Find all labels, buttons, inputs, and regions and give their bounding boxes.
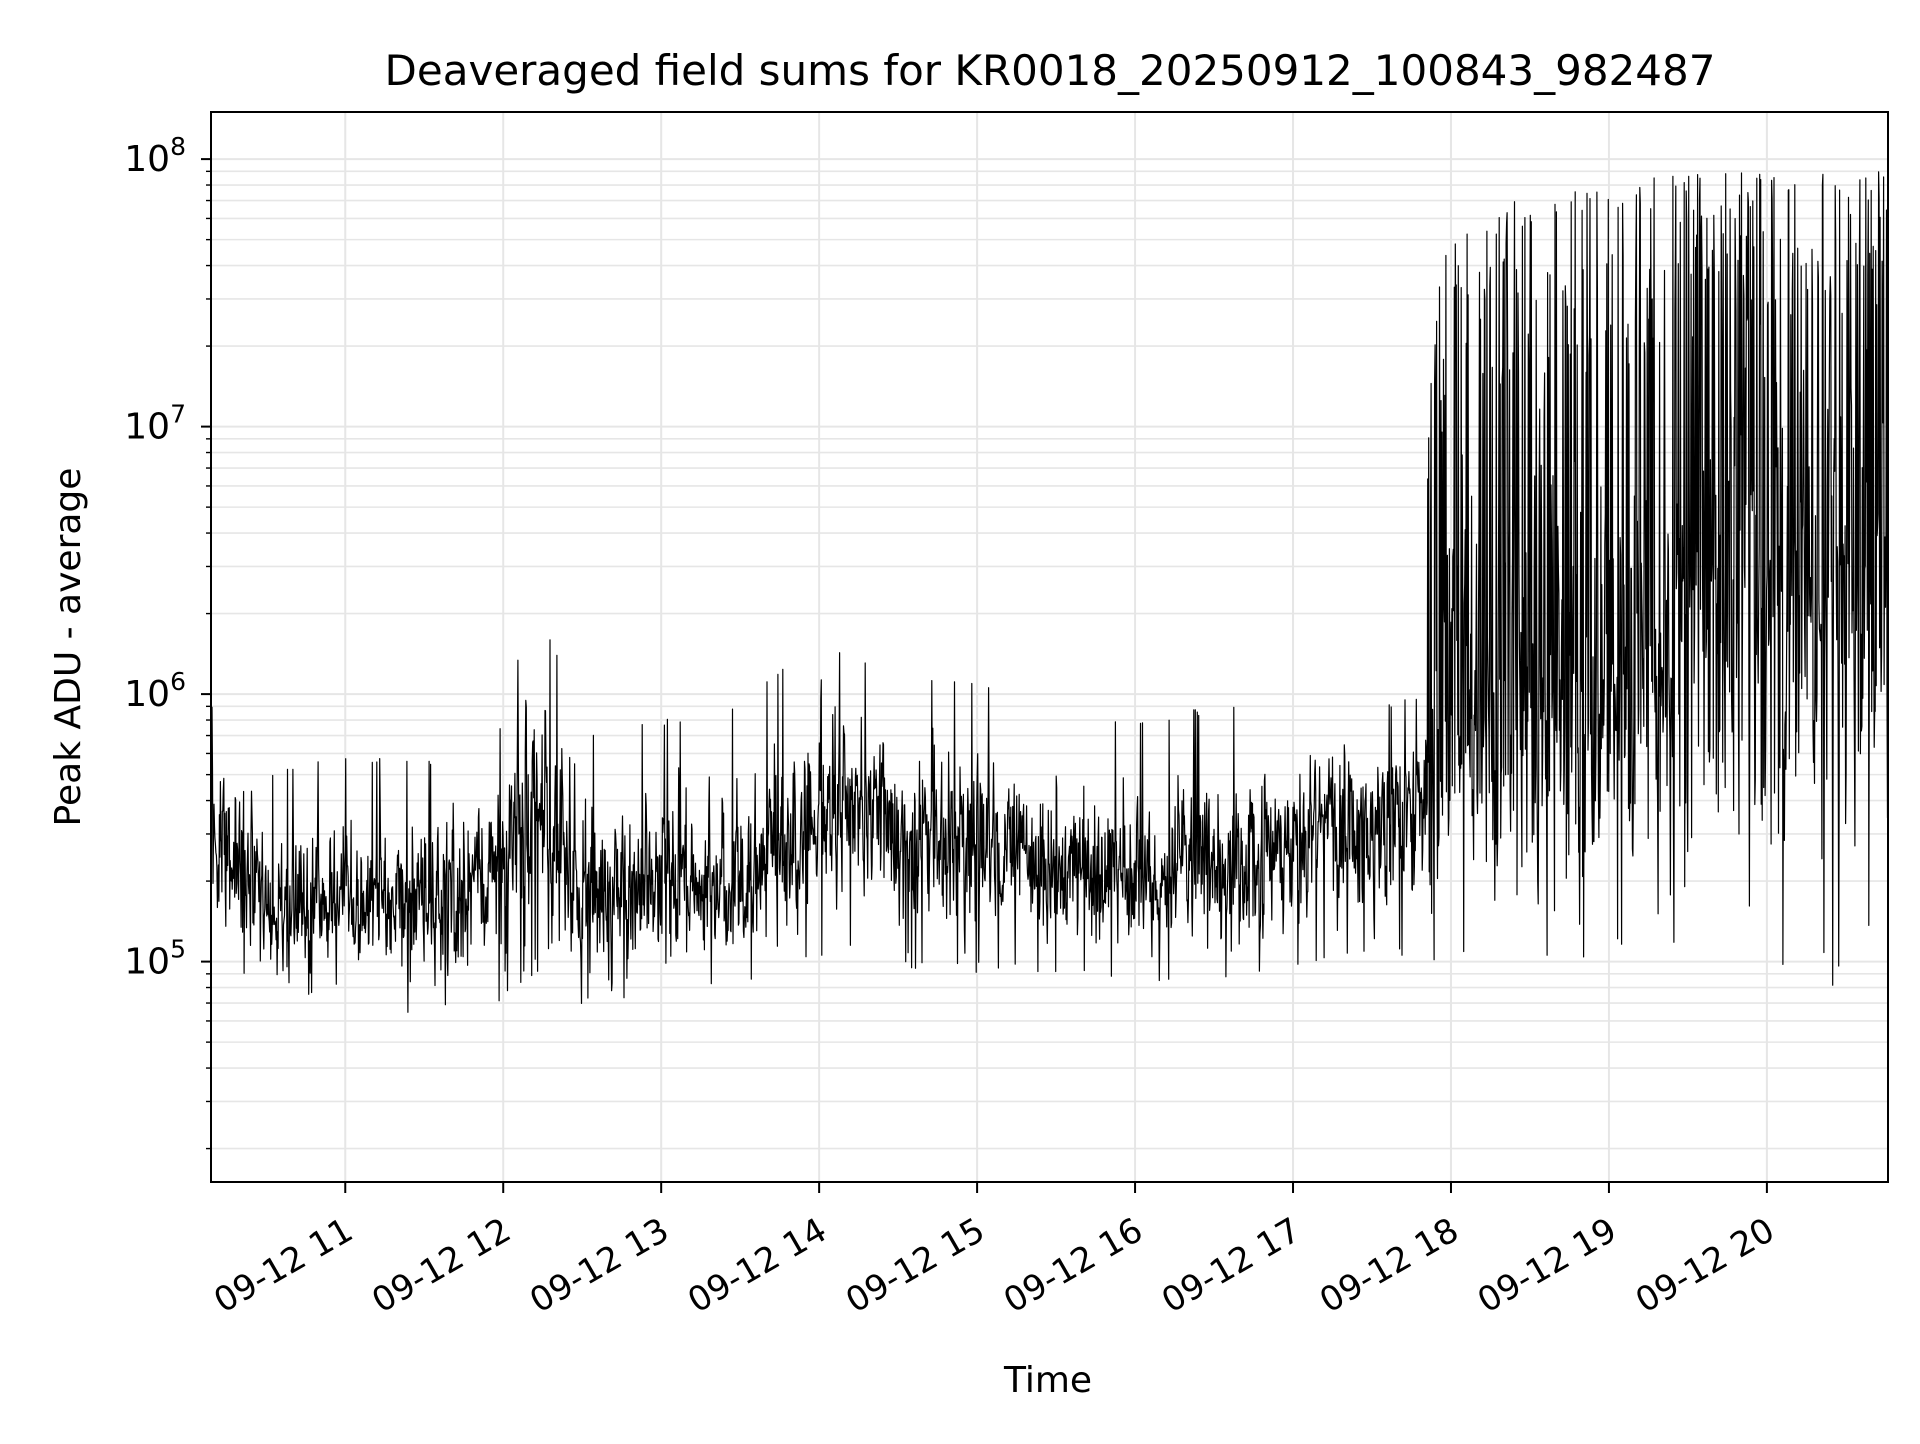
- plot-frame: [210, 111, 1889, 1183]
- y-tick-label-base: 10: [124, 407, 170, 448]
- y-tick-label-exponent: 7: [170, 400, 186, 429]
- y-tick-label: 108: [124, 132, 186, 180]
- y-tick-label-exponent: 8: [170, 132, 186, 161]
- y-tick-label: 106: [124, 667, 186, 715]
- y-tick-label-base: 10: [124, 139, 170, 180]
- series-line: [211, 171, 1888, 1013]
- chart-title: Deaveraged field sums for KR0018_2025091…: [385, 46, 1716, 95]
- x-axis-label: Time: [1003, 1360, 1092, 1401]
- series-layer: [211, 171, 1888, 1013]
- y-tick-label-base: 10: [124, 674, 170, 715]
- y-tick-label-exponent: 6: [170, 667, 186, 696]
- y-tick-label: 107: [124, 400, 186, 448]
- y-tick-label: 105: [124, 935, 186, 983]
- y-tick-label-exponent: 5: [170, 935, 186, 964]
- y-tick-label-base: 10: [124, 942, 170, 983]
- y-axis-label: Peak ADU - average: [48, 468, 89, 827]
